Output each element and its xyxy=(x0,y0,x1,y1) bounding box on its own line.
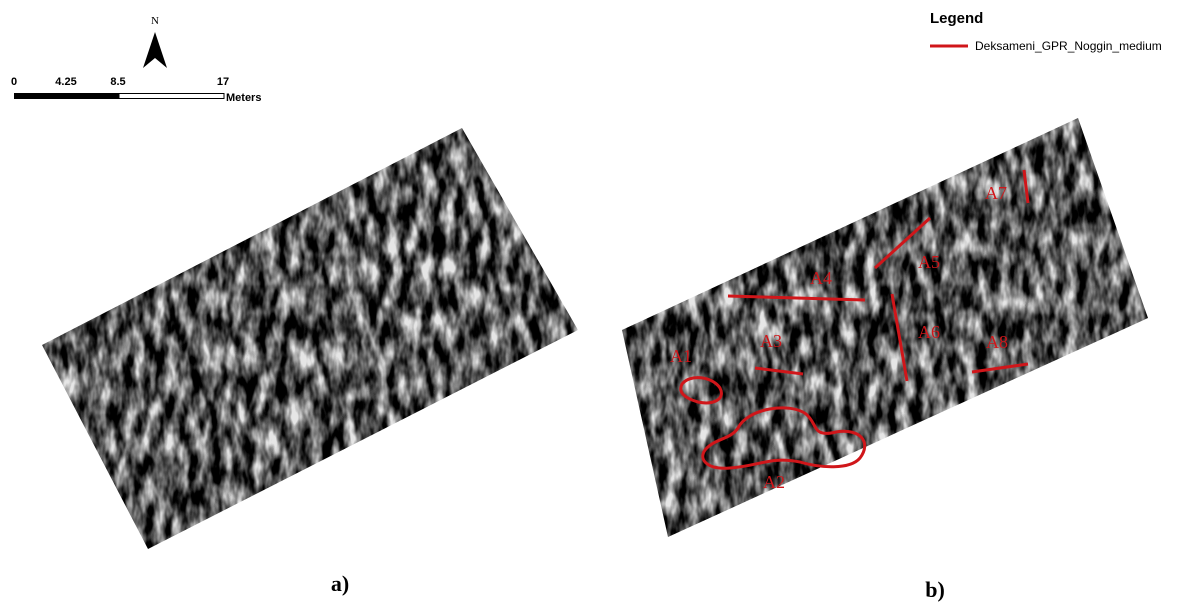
legend-title: Legend xyxy=(930,10,983,27)
figure: A1 A2 A3 A4 A5 A6 A7 A8 N 0 4.25 8.5 17 … xyxy=(0,0,1186,606)
scale-label: 8.5 xyxy=(110,76,125,88)
anomaly-label: A2 xyxy=(763,472,785,492)
north-label: N xyxy=(151,15,159,27)
scale-bar xyxy=(119,94,224,99)
legend-label: Deksameni_GPR_Noggin_medium xyxy=(975,39,1162,53)
panel-label: b) xyxy=(925,577,945,602)
scale-label: 4.25 xyxy=(55,76,76,88)
panel-label: a) xyxy=(331,571,349,596)
gpr-image-b xyxy=(620,115,1150,540)
anomaly-label: A5 xyxy=(918,252,940,272)
anomaly-label: A4 xyxy=(810,268,832,288)
scale-unit: Meters xyxy=(226,92,261,104)
anomaly-label: A6 xyxy=(918,322,940,342)
anomaly-label: A7 xyxy=(985,183,1007,203)
scale-label: 17 xyxy=(217,76,229,88)
north-arrow xyxy=(143,32,167,68)
anomaly-label: A1 xyxy=(670,346,692,366)
anomaly-label: A8 xyxy=(986,332,1008,352)
scale-bar xyxy=(14,93,119,99)
scale-label: 0 xyxy=(11,76,17,88)
anomaly-label: A3 xyxy=(760,331,782,351)
gpr-image-a xyxy=(40,125,580,555)
